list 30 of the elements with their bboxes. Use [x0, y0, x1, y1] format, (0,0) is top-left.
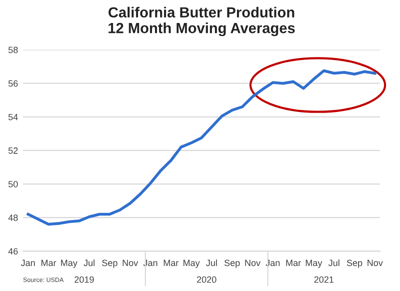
- x-tick-label: Jul: [206, 259, 217, 266]
- x-tick-label: Sep: [102, 260, 118, 268]
- y-tick-label: 50: [8, 180, 18, 188]
- x-tick-label: Mar: [41, 260, 56, 266]
- y-tick-label: 58: [8, 46, 18, 54]
- x-tick-label: Jan: [143, 260, 158, 266]
- x-tick-label: Nov: [122, 260, 138, 266]
- y-tick-label: 48: [8, 214, 18, 221]
- text: 2019: [74, 276, 94, 283]
- chart-title: California Butter Prodution 12 Month Moving Averages: [108, 6, 295, 36]
- x-tick-label: Nov: [245, 260, 260, 266]
- x-tick-label: Jul: [84, 259, 94, 266]
- x-tick-label: Nov: [368, 260, 383, 266]
- text: 2020: [197, 276, 216, 283]
- x-tick-label: Sep: [224, 260, 240, 268]
- x-tick-label: Jan: [266, 260, 280, 266]
- y-tick-label: 56: [8, 80, 18, 87]
- y-tick-label: 54: [8, 114, 18, 120]
- x-tick-label: Jan: [20, 260, 35, 266]
- y-tick-label: 46: [8, 248, 18, 254]
- text: 2021: [314, 276, 334, 283]
- x-tick-label: Sep: [346, 260, 362, 268]
- x-tick-label: May: [61, 260, 78, 268]
- x-tick-label: May: [306, 260, 322, 268]
- x-tick-label: May: [184, 260, 200, 268]
- x-tick-label: Jul: [328, 259, 340, 266]
- x-tick-label: Mar: [164, 260, 179, 266]
- y-tick-label: 52: [8, 147, 18, 154]
- line-series: [26, 69, 376, 226]
- x-tick-label: Mar: [286, 260, 301, 266]
